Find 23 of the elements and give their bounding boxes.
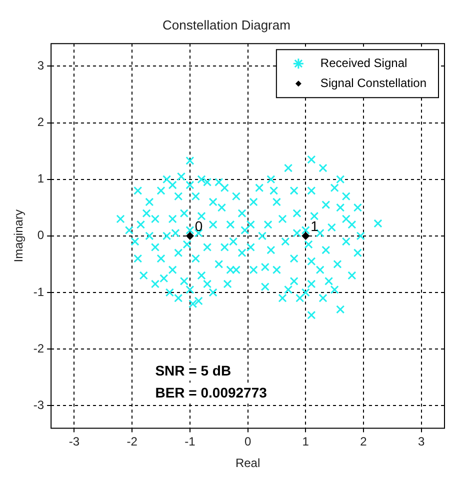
x-axis-title: Real — [235, 456, 260, 470]
y-tick-label: -3 — [33, 398, 44, 412]
annotation: 0 — [194, 218, 203, 234]
y-tick-label: 0 — [37, 228, 44, 242]
x-tick-label: -1 — [184, 434, 196, 449]
x-tick-label: -2 — [126, 434, 138, 449]
y-tick-label: 2 — [37, 115, 44, 130]
x-tick-label: 3 — [418, 434, 426, 449]
x-tick-label: 2 — [360, 434, 368, 449]
y-tick-label: 1 — [37, 172, 44, 186]
annotation: 1 — [310, 218, 319, 234]
y-axis-title: Imaginary — [12, 210, 26, 262]
chart-title: Constellation Diagram — [162, 17, 290, 32]
legend-label: Received Signal — [320, 56, 408, 70]
x-tick-label: -3 — [68, 434, 80, 449]
annotation: BER = 0.0092773 — [155, 384, 268, 400]
y-tick-label: 3 — [37, 58, 44, 73]
annotation: SNR = 5 dB — [155, 362, 232, 378]
x-tick-label: 1 — [302, 434, 310, 449]
y-tick-label: -2 — [33, 341, 44, 356]
legend-label: Signal Constellation — [320, 76, 427, 90]
y-tick-label: -1 — [33, 284, 44, 299]
x-tick-label: 0 — [244, 434, 252, 449]
